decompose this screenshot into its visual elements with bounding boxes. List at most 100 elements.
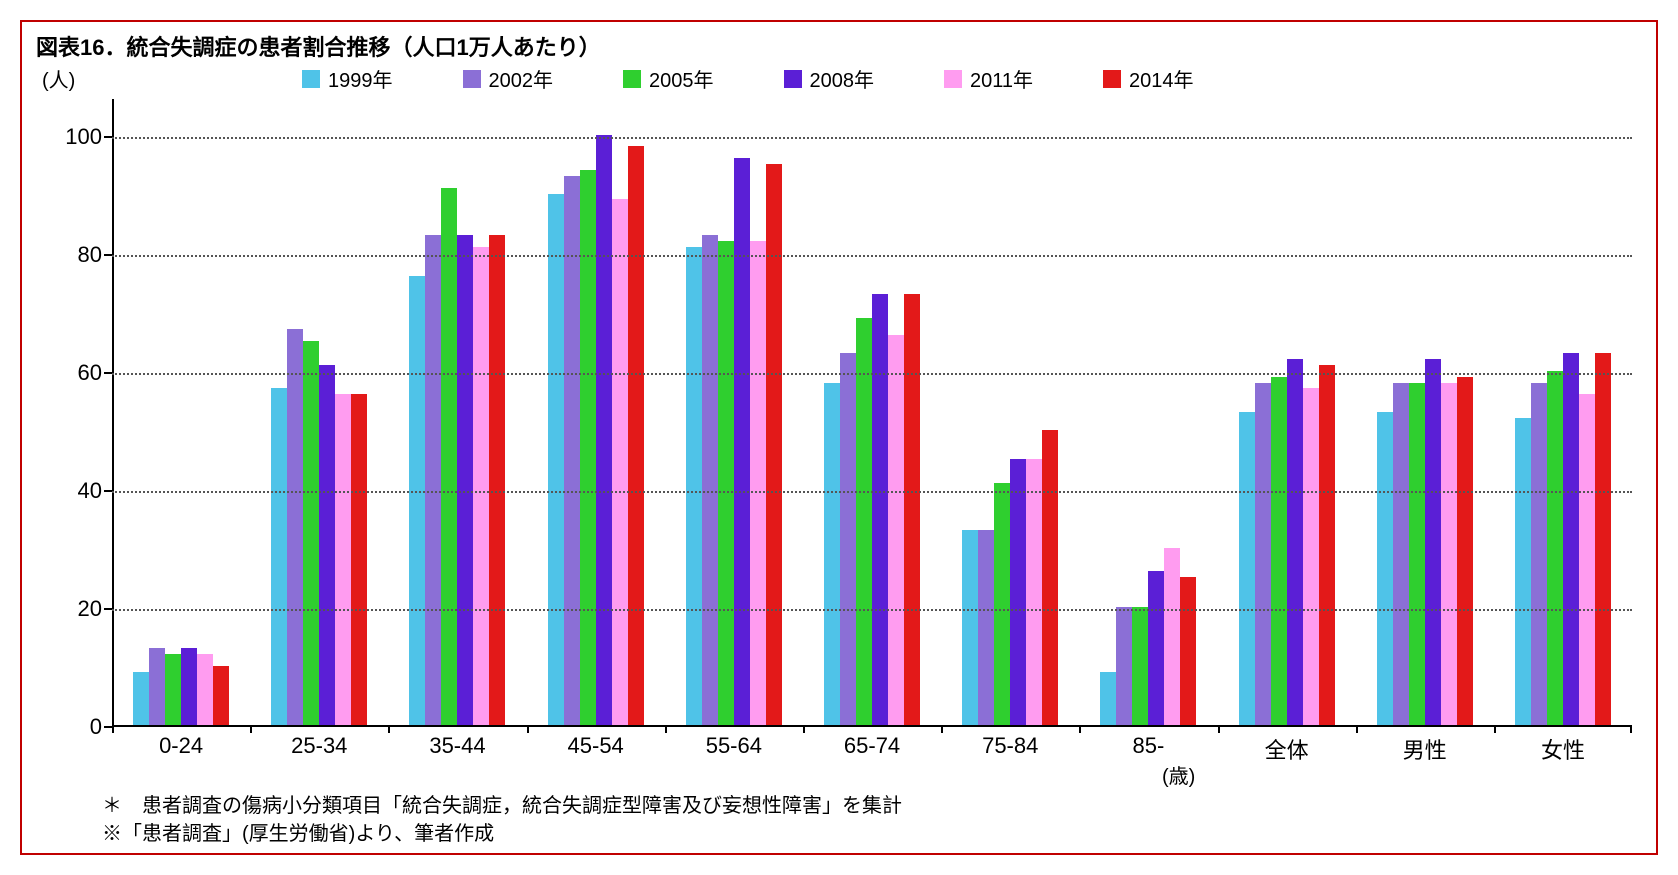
y-tick-mark xyxy=(104,490,112,492)
bar xyxy=(596,135,612,725)
bar-group: 55-64 xyxy=(665,107,803,725)
x-tick-mark xyxy=(803,725,805,733)
gridline xyxy=(112,491,1632,493)
y-tick-mark xyxy=(104,726,112,728)
y-tick-label: 100 xyxy=(52,124,102,150)
bar xyxy=(133,672,149,725)
bar xyxy=(271,388,287,725)
bar-group: 45-54 xyxy=(527,107,665,725)
x-tick-mark xyxy=(1356,725,1358,733)
footnote-line-1: ＊ 患者調査の傷病小分類項目「統合失調症，統合失調症型障害及び妄想性障害」を集計 xyxy=(102,792,902,820)
bar-group: 全体 xyxy=(1218,107,1356,725)
bar xyxy=(1100,672,1116,725)
x-tick-mark xyxy=(250,725,252,733)
bar xyxy=(1515,418,1531,725)
bar xyxy=(213,666,229,725)
bar xyxy=(335,394,351,725)
bar xyxy=(580,170,596,725)
x-tick-label: 0-24 xyxy=(112,733,250,759)
x-tick-label: 全体 xyxy=(1218,733,1356,765)
legend-label: 2014年 xyxy=(1129,64,1194,93)
bar xyxy=(1377,412,1393,725)
chart-title: 図表16．統合失調症の患者割合推移（人口1万人あたり） xyxy=(36,30,1642,62)
x-tick-mark xyxy=(1630,725,1632,733)
bar xyxy=(1255,383,1271,725)
bar xyxy=(489,235,505,725)
legend-item: 1999年 xyxy=(302,64,393,93)
legend-item: 2014年 xyxy=(1103,64,1194,93)
y-tick-label: 60 xyxy=(52,360,102,386)
bar xyxy=(319,365,335,725)
x-tick-label: 85- xyxy=(1079,733,1217,759)
legend-swatch xyxy=(784,70,802,88)
y-tick-label: 80 xyxy=(52,242,102,268)
legend-item: 2008年 xyxy=(784,64,875,93)
bar xyxy=(1303,388,1319,725)
x-tick-mark xyxy=(1079,725,1081,733)
bar xyxy=(1319,365,1335,725)
bar xyxy=(994,483,1010,725)
bar xyxy=(351,394,367,725)
bar xyxy=(457,235,473,725)
legend-item: 2011年 xyxy=(944,64,1033,93)
bar xyxy=(1132,607,1148,725)
x-tick-label: 65-74 xyxy=(803,733,941,759)
bar xyxy=(904,294,920,725)
bar-group: 65-74 xyxy=(803,107,941,725)
bar-group: 25-34 xyxy=(250,107,388,725)
bar xyxy=(962,530,978,725)
bar xyxy=(766,164,782,725)
bar xyxy=(1547,371,1563,725)
bar-group: 85- xyxy=(1079,107,1217,725)
bar xyxy=(287,329,303,725)
legend-item: 2002年 xyxy=(463,64,554,93)
bar-group: 女性 xyxy=(1494,107,1632,725)
legend-swatch xyxy=(302,70,320,88)
y-tick-label: 40 xyxy=(52,478,102,504)
footnotes: ＊ 患者調査の傷病小分類項目「統合失調症，統合失調症型障害及び妄想性障害」を集計… xyxy=(102,792,902,848)
bar-group: 0-24 xyxy=(112,107,250,725)
plot-area: 0-2425-3435-4445-5455-6465-7475-8485-全体男… xyxy=(112,107,1632,727)
bar xyxy=(1579,394,1595,725)
bar xyxy=(1595,353,1611,725)
bar xyxy=(628,146,644,725)
x-tick-label: 35-44 xyxy=(388,733,526,759)
bar xyxy=(1393,383,1409,725)
bar xyxy=(425,235,441,725)
bar xyxy=(165,654,181,725)
legend-label: 2011年 xyxy=(970,64,1033,93)
x-tick-mark xyxy=(941,725,943,733)
x-tick-label: 55-64 xyxy=(665,733,803,759)
legend-item: 2005年 xyxy=(623,64,714,93)
x-tick-mark xyxy=(665,725,667,733)
bar xyxy=(1042,430,1058,725)
bar xyxy=(1026,459,1042,725)
bar xyxy=(564,176,580,725)
footnote-line-2: ※「患者調査」(厚生労働省)より、筆者作成 xyxy=(102,820,902,848)
legend-swatch xyxy=(1103,70,1121,88)
bar xyxy=(1457,377,1473,725)
bar xyxy=(1441,383,1457,725)
bar xyxy=(840,353,856,725)
x-tick-label: 45-54 xyxy=(527,733,665,759)
x-tick-label: 女性 xyxy=(1494,733,1632,765)
bar xyxy=(303,341,319,725)
bar xyxy=(1409,383,1425,725)
x-tick-label: 25-34 xyxy=(250,733,388,759)
bar xyxy=(1164,548,1180,725)
bar-group: 35-44 xyxy=(388,107,526,725)
y-tick-mark xyxy=(104,608,112,610)
bar xyxy=(1287,359,1303,725)
legend-label: 1999年 xyxy=(328,64,393,93)
bar xyxy=(978,530,994,725)
y-tick-mark xyxy=(104,136,112,138)
bar xyxy=(1239,412,1255,725)
chart-frame: 図表16．統合失調症の患者割合推移（人口1万人あたり） (人) 1999年200… xyxy=(20,20,1658,855)
bar xyxy=(702,235,718,725)
bar xyxy=(872,294,888,725)
legend: 1999年 2002年 2005年 2008年 2011年 2014年 xyxy=(302,64,1194,93)
bar xyxy=(1271,377,1287,725)
x-tick-label: 男性 xyxy=(1356,733,1494,765)
bar xyxy=(149,648,165,725)
legend-label: 2005年 xyxy=(649,64,714,93)
